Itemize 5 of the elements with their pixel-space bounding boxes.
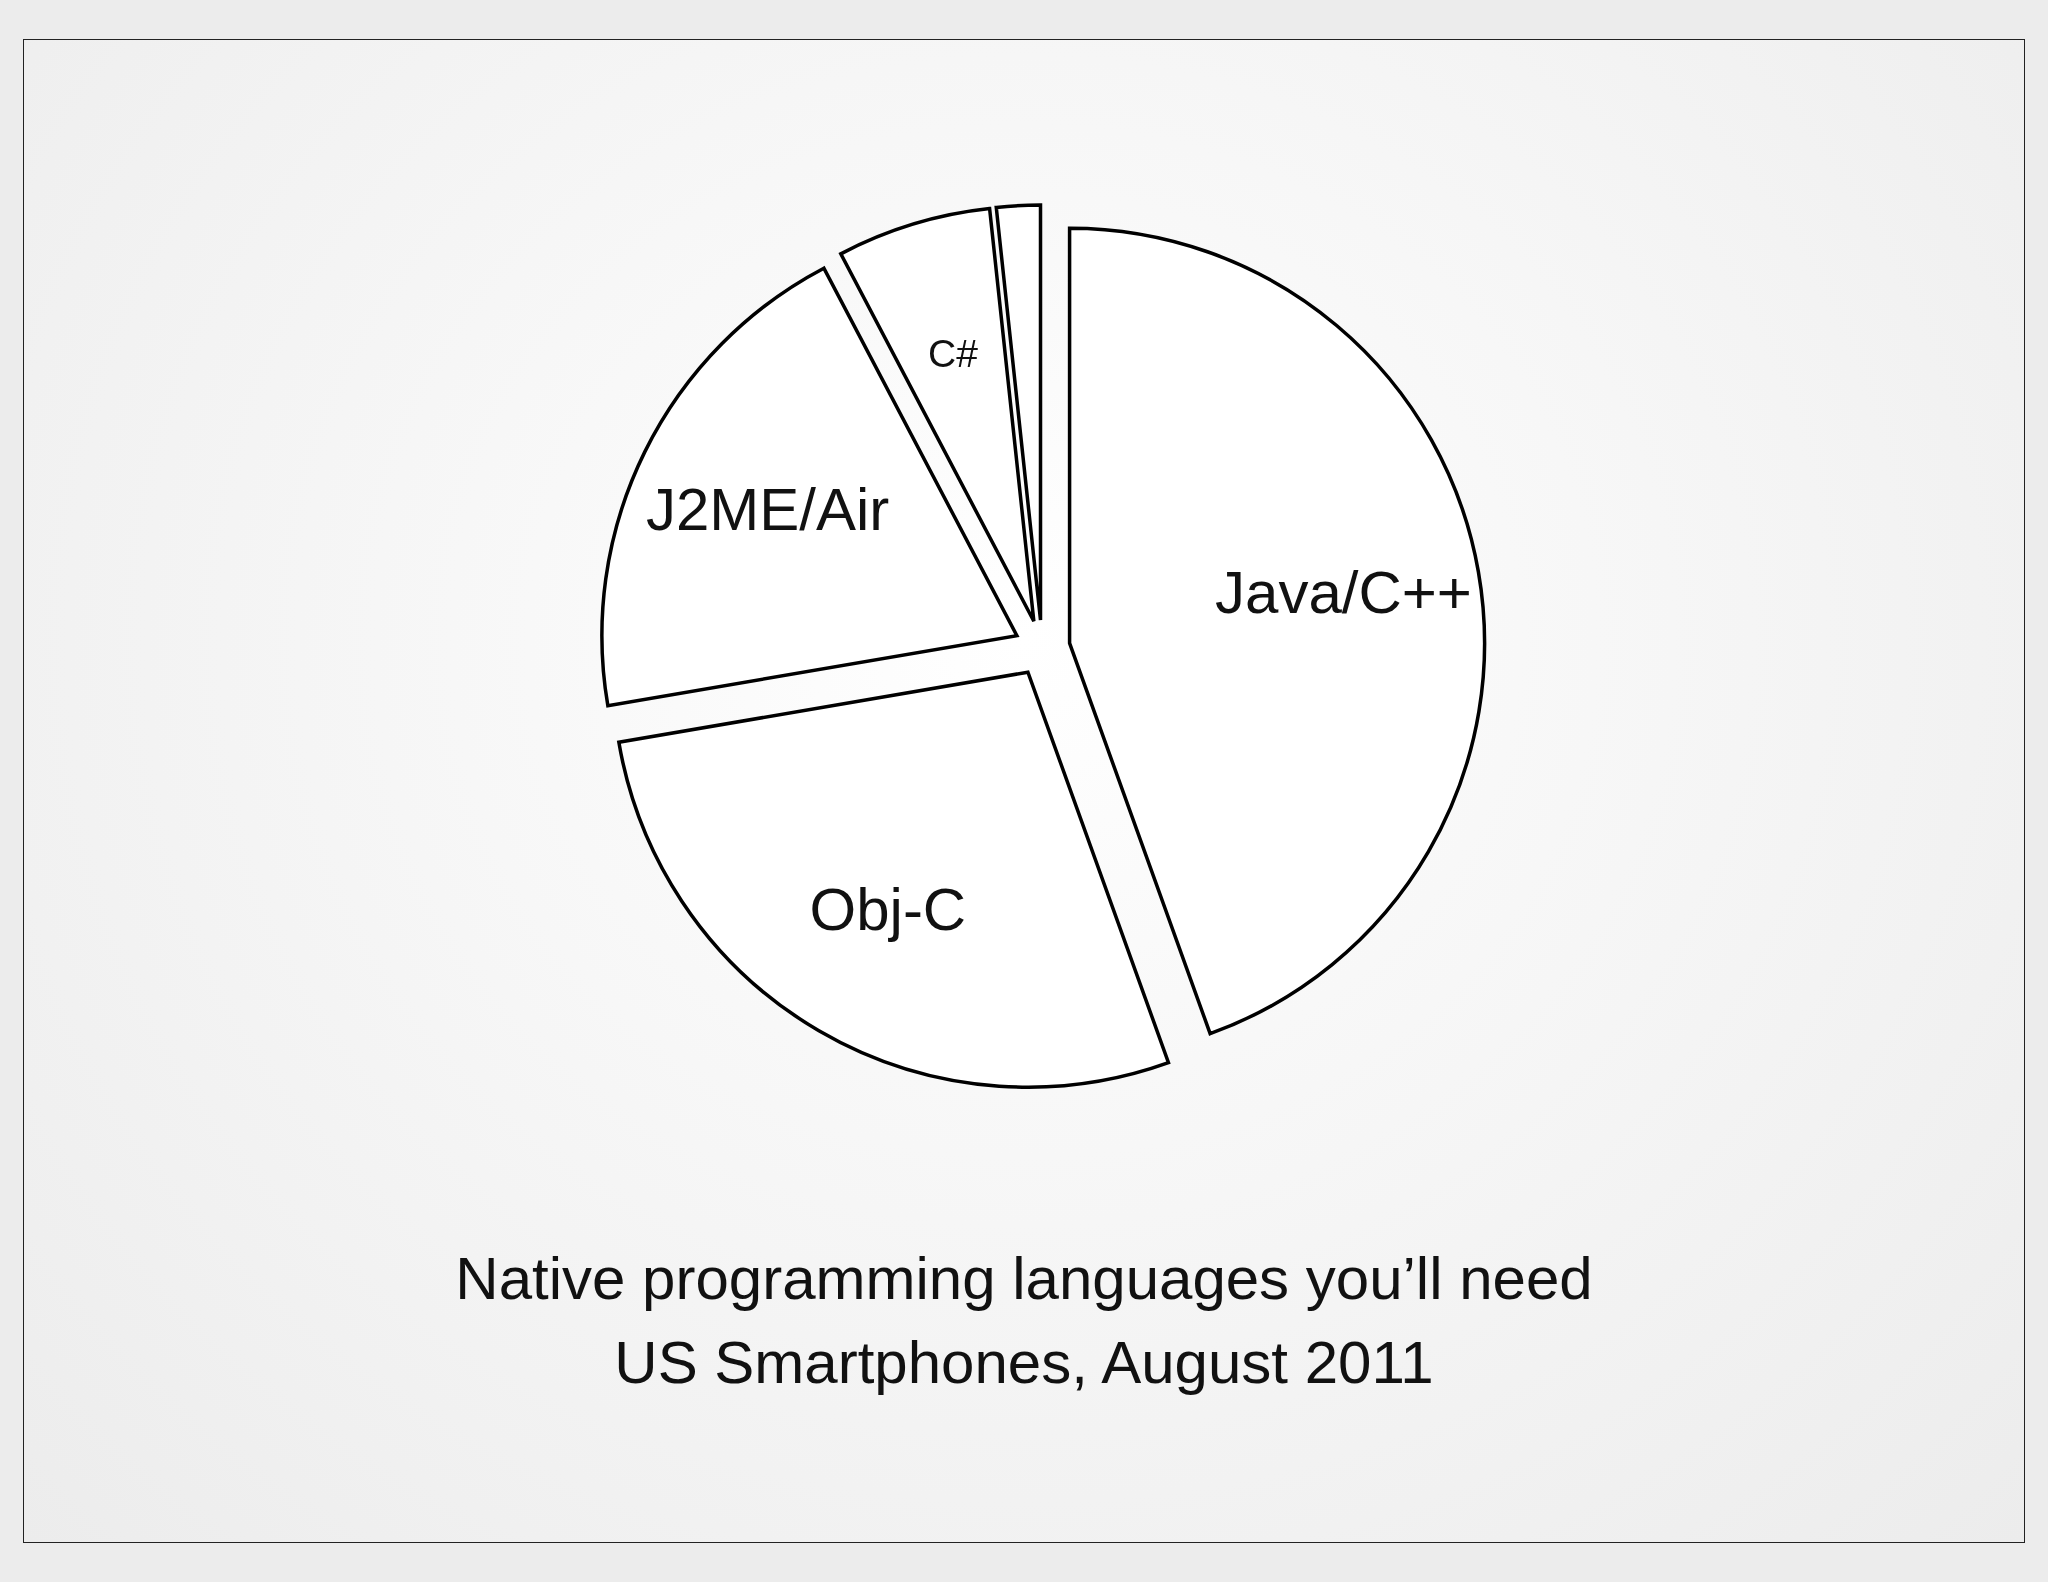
text: Native programming languages you’ll need bbox=[455, 1245, 1593, 1312]
slice-label: J2ME/Air bbox=[645, 476, 890, 544]
slice-label: Java/C++ bbox=[1215, 559, 1472, 627]
slice-label: Obj-C bbox=[809, 876, 967, 944]
slice-label: C# bbox=[928, 332, 979, 376]
